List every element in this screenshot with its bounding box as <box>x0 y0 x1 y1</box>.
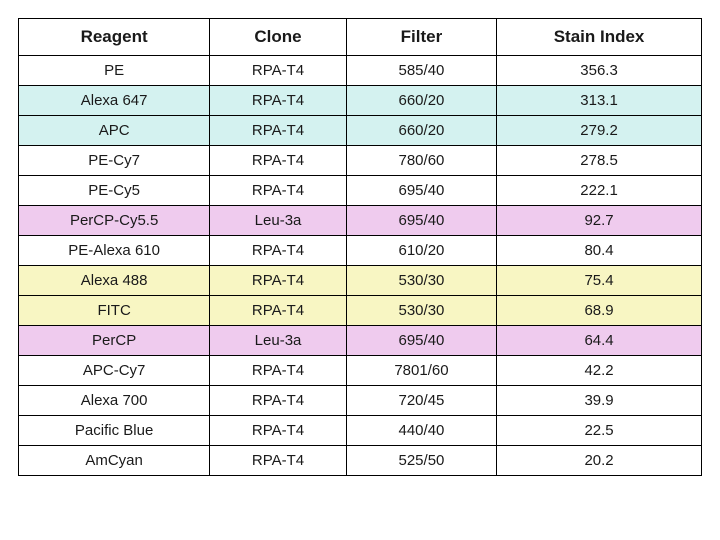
cell-reagent: PE-Cy7 <box>19 146 210 176</box>
table-row: AmCyanRPA-T4525/5020.2 <box>19 446 702 476</box>
cell-filter: 720/45 <box>346 386 496 416</box>
table-row: PE-Cy7RPA-T4780/60278.5 <box>19 146 702 176</box>
cell-clone: RPA-T4 <box>210 446 347 476</box>
cell-clone: RPA-T4 <box>210 416 347 446</box>
cell-stain-index: 64.4 <box>497 326 702 356</box>
cell-reagent: Alexa 647 <box>19 86 210 116</box>
cell-filter: 530/30 <box>346 296 496 326</box>
cell-clone: RPA-T4 <box>210 176 347 206</box>
stain-index-table: Reagent Clone Filter Stain Index PERPA-T… <box>18 18 702 476</box>
cell-stain-index: 75.4 <box>497 266 702 296</box>
cell-filter: 610/20 <box>346 236 496 266</box>
table-header-row: Reagent Clone Filter Stain Index <box>19 19 702 56</box>
cell-clone: RPA-T4 <box>210 266 347 296</box>
cell-clone: RPA-T4 <box>210 356 347 386</box>
table-row: PE-Alexa 610RPA-T4610/2080.4 <box>19 236 702 266</box>
cell-filter: 530/30 <box>346 266 496 296</box>
table-row: PerCPLeu-3a695/4064.4 <box>19 326 702 356</box>
cell-clone: RPA-T4 <box>210 146 347 176</box>
cell-clone: RPA-T4 <box>210 56 347 86</box>
cell-clone: RPA-T4 <box>210 386 347 416</box>
col-header-clone: Clone <box>210 19 347 56</box>
cell-filter: 780/60 <box>346 146 496 176</box>
table-row: PERPA-T4585/40356.3 <box>19 56 702 86</box>
cell-filter: 660/20 <box>346 116 496 146</box>
cell-filter: 695/40 <box>346 176 496 206</box>
table-row: PE-Cy5RPA-T4695/40222.1 <box>19 176 702 206</box>
cell-filter: 695/40 <box>346 206 496 236</box>
table-row: Alexa 700RPA-T4720/4539.9 <box>19 386 702 416</box>
cell-clone: Leu-3a <box>210 206 347 236</box>
cell-reagent: Alexa 488 <box>19 266 210 296</box>
cell-stain-index: 92.7 <box>497 206 702 236</box>
cell-stain-index: 68.9 <box>497 296 702 326</box>
cell-reagent: PE-Alexa 610 <box>19 236 210 266</box>
cell-filter: 585/40 <box>346 56 496 86</box>
cell-clone: Leu-3a <box>210 326 347 356</box>
cell-clone: RPA-T4 <box>210 116 347 146</box>
cell-reagent: PE <box>19 56 210 86</box>
cell-clone: RPA-T4 <box>210 86 347 116</box>
cell-reagent: Pacific Blue <box>19 416 210 446</box>
table-row: Pacific BlueRPA-T4440/4022.5 <box>19 416 702 446</box>
cell-reagent: APC <box>19 116 210 146</box>
table-row: APCRPA-T4660/20279.2 <box>19 116 702 146</box>
cell-stain-index: 279.2 <box>497 116 702 146</box>
cell-filter: 7801/60 <box>346 356 496 386</box>
cell-stain-index: 313.1 <box>497 86 702 116</box>
cell-stain-index: 42.2 <box>497 356 702 386</box>
cell-reagent: PE-Cy5 <box>19 176 210 206</box>
col-header-filter: Filter <box>346 19 496 56</box>
cell-filter: 695/40 <box>346 326 496 356</box>
cell-reagent: Alexa 700 <box>19 386 210 416</box>
table-body: PERPA-T4585/40356.3Alexa 647RPA-T4660/20… <box>19 56 702 476</box>
cell-stain-index: 80.4 <box>497 236 702 266</box>
col-header-stain-index: Stain Index <box>497 19 702 56</box>
cell-filter: 660/20 <box>346 86 496 116</box>
table-row: FITCRPA-T4530/3068.9 <box>19 296 702 326</box>
cell-stain-index: 20.2 <box>497 446 702 476</box>
cell-stain-index: 222.1 <box>497 176 702 206</box>
cell-stain-index: 22.5 <box>497 416 702 446</box>
cell-clone: RPA-T4 <box>210 236 347 266</box>
cell-reagent: FITC <box>19 296 210 326</box>
cell-reagent: AmCyan <box>19 446 210 476</box>
cell-reagent: PerCP-Cy5.5 <box>19 206 210 236</box>
cell-clone: RPA-T4 <box>210 296 347 326</box>
cell-reagent: PerCP <box>19 326 210 356</box>
table-row: Alexa 647RPA-T4660/20313.1 <box>19 86 702 116</box>
cell-reagent: APC-Cy7 <box>19 356 210 386</box>
table-row: Alexa 488RPA-T4530/3075.4 <box>19 266 702 296</box>
cell-filter: 440/40 <box>346 416 496 446</box>
col-header-reagent: Reagent <box>19 19 210 56</box>
cell-filter: 525/50 <box>346 446 496 476</box>
cell-stain-index: 356.3 <box>497 56 702 86</box>
table-row: PerCP-Cy5.5Leu-3a695/4092.7 <box>19 206 702 236</box>
cell-stain-index: 278.5 <box>497 146 702 176</box>
table-row: APC-Cy7RPA-T47801/6042.2 <box>19 356 702 386</box>
cell-stain-index: 39.9 <box>497 386 702 416</box>
